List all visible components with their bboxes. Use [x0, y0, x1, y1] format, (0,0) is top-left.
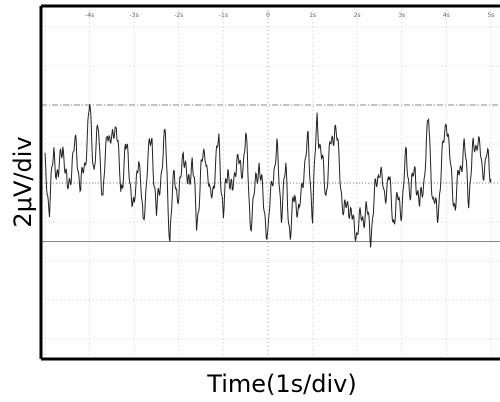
reference-lines [41, 104, 500, 242]
x-tick-label: 4s [443, 12, 450, 19]
x-axis-label: Time(1s/div) [206, 370, 356, 398]
signal-trace [44, 104, 492, 248]
x-tick-label: 2s [354, 12, 361, 19]
signal-series [44, 104, 492, 248]
x-tick-label: -1s [219, 12, 228, 19]
x-tick-label: 3s [398, 12, 405, 19]
x-tick-label: -2s [174, 12, 183, 19]
x-tick-label: 0 [266, 12, 270, 19]
x-tick-label: 1s [309, 12, 316, 19]
x-tick-labels: -4s -3s -2s -1s 0 1s 2s 3s 4s 5s [85, 12, 494, 19]
x-tick-label: -4s [85, 12, 94, 19]
x-tick-label: 5s [488, 12, 495, 19]
y-axis-label: 2μV/div [9, 136, 37, 227]
x-tick-label: -3s [130, 12, 139, 19]
